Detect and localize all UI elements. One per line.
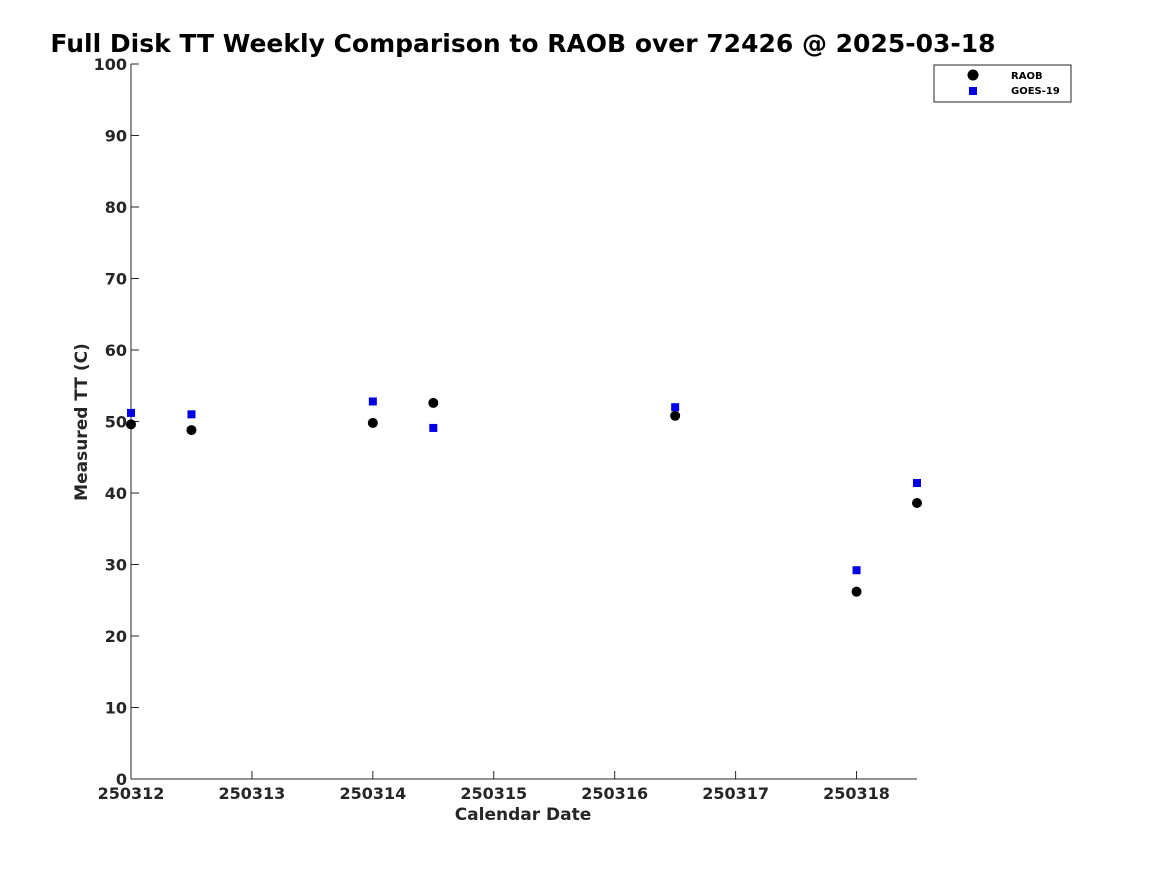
x-tick-label: 250318 (823, 784, 890, 803)
data-point-raob (428, 397, 439, 408)
x-axis-label: Calendar Date (455, 805, 592, 825)
y-tick-label: 50 (105, 413, 127, 432)
chart-title: Full Disk TT Weekly Comparison to RAOB o… (50, 29, 995, 58)
y-tick-label: 80 (105, 198, 127, 217)
y-tick-label: 100 (94, 55, 127, 74)
x-tick-label: 250317 (702, 784, 769, 803)
data-point-raob (912, 498, 922, 509)
legend-label-raob: RAOB (1011, 71, 1043, 82)
data-point-goes-19 (429, 423, 438, 432)
y-tick-label: 0 (116, 770, 127, 789)
y-tick-label: 30 (105, 556, 127, 575)
y-tick-label: 90 (105, 127, 127, 146)
data-point-goes-19 (913, 478, 921, 487)
data-point-goes-19 (671, 403, 680, 412)
x-tick-label: 250315 (460, 784, 527, 803)
y-tick-label: 20 (105, 627, 127, 646)
legend: RAOB GOES-19 (933, 64, 1072, 103)
data-point-raob (186, 425, 197, 436)
x-tick-label: 250313 (219, 784, 286, 803)
data-point-raob (367, 417, 378, 428)
data-point-raob (126, 419, 136, 430)
data-point-raob (851, 586, 862, 597)
legend-label-goes-19: GOES-19 (1011, 86, 1060, 97)
x-ticks: 250312 250313 250314 250315 250316 250317 2503… (98, 771, 890, 803)
y-tick-label: 10 (105, 699, 127, 718)
data-point-raob (670, 410, 681, 421)
data-point-goes-19 (127, 408, 135, 417)
y-axis-label: Measured TT (C) (72, 343, 92, 501)
data-points (126, 397, 922, 597)
data-point-goes-19 (187, 410, 196, 419)
y-tick-label: 40 (105, 484, 127, 503)
data-point-goes-19 (852, 566, 861, 575)
x-tick-label: 250316 (581, 784, 648, 803)
axes (130, 64, 917, 780)
data-point-goes-19 (368, 397, 377, 406)
y-ticks: 0 10 20 30 40 50 60 70 80 90 100 (94, 55, 139, 789)
legend-box (933, 64, 1072, 103)
legend-marker-raob (967, 69, 979, 81)
x-tick-label: 250312 (98, 784, 165, 803)
y-tick-label: 60 (105, 341, 127, 360)
legend-marker-goes-19 (969, 87, 977, 95)
x-tick-label: 250314 (339, 784, 406, 803)
y-tick-label: 70 (105, 270, 127, 289)
